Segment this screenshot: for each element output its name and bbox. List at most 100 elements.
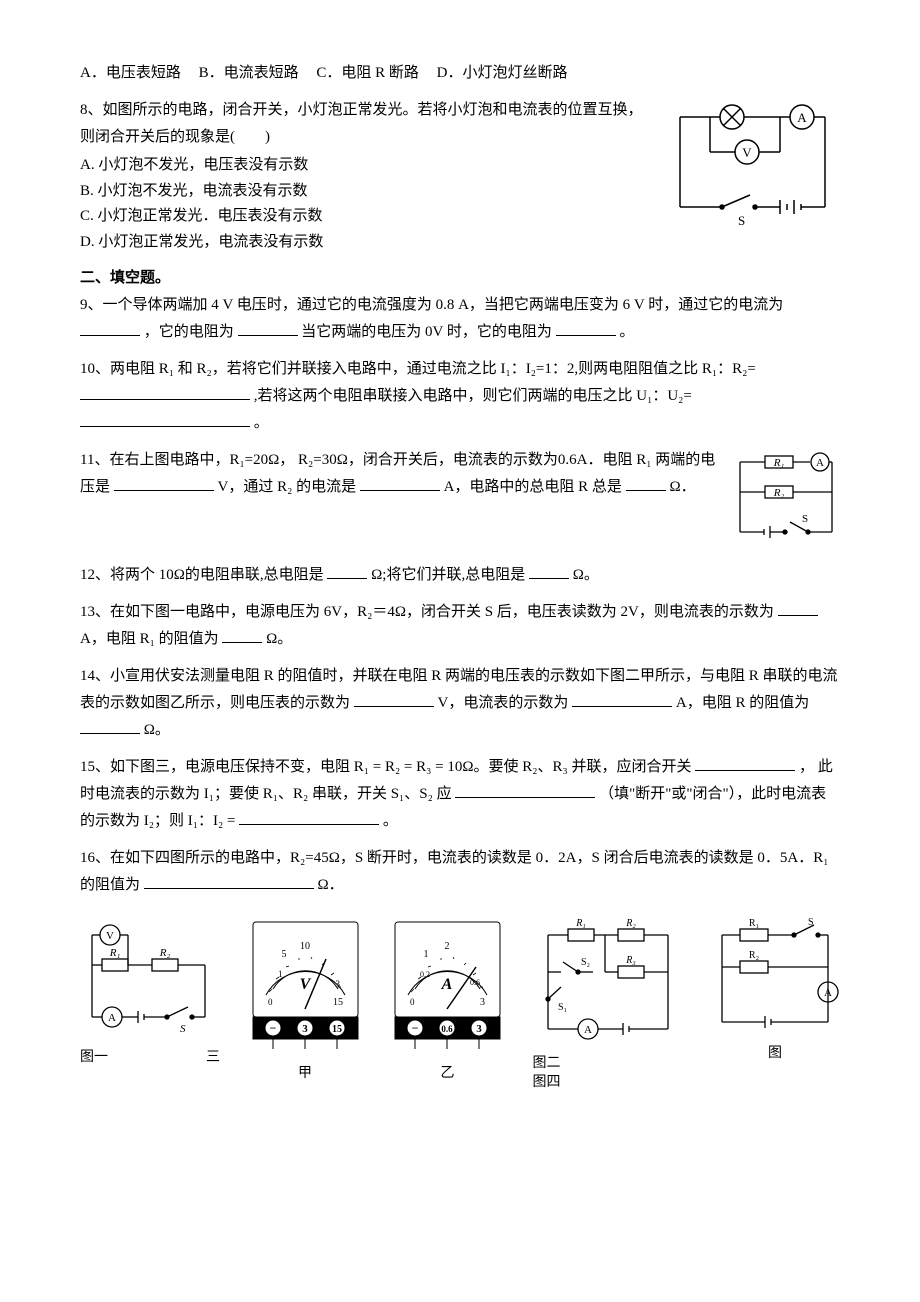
q9: 9、一个导体两端加 4 V 电压时，通过它的电流强度为 0.8 A，当把它两端电… [80,292,840,346]
q9-t2: 当它两端的电压为 0V 时，它的电阻为 [301,324,552,340]
q9-blank2[interactable] [238,320,298,336]
svg-text:0.6: 0.6 [441,1024,453,1034]
svg-text:S: S [802,513,808,525]
q8-circuit-diagram: A V S [660,97,840,237]
fig2-jia: 0 10 5 15 1 3 V − [248,917,363,1083]
q15-blank1[interactable] [695,755,795,771]
q9-t0: 9、一个导体两端加 4 V 电压时，通过它的电流强度为 0.8 A，当把它两端电… [80,297,783,313]
figures-row: V R₁ R₂ A [80,917,840,1093]
q16: 16、在如下四图所示的电路中，R₂=45Ω，S 断开时，电流表的读数是 0．2A… [80,845,840,899]
fig3-extra-label: 图四 [533,1075,561,1090]
svg-text:1: 1 [424,949,429,960]
q10-t1: ,若将这两个电阻串联接入电路中，则它们两端的电压之比 U₁：U₂= [254,388,692,404]
q13: 13、在如下图一电路中，电源电压为 6V，R₂＝4Ω，闭合开关 S 后，电压表读… [80,599,840,653]
q8-text: 8、如图所示的电路，闭合开关，小灯泡正常发光。若将小灯泡和电流表的位置互换，则闭… [80,97,650,255]
q13-t1: A，电阻 R₁ 的阻值为 [80,631,219,647]
q11-blank2[interactable] [360,475,440,491]
fig4-label: 图 [710,1044,840,1064]
q11-blank3[interactable] [626,475,666,491]
q14-blank3[interactable] [80,718,140,734]
svg-text:S₁: S₁ [558,1002,567,1013]
q14-blank1[interactable] [354,691,434,707]
q8-stem: 8、如图所示的电路，闭合开关，小灯泡正常发光。若将小灯泡和电流表的位置互换，则闭… [80,97,650,151]
q7-opt-d: D．小灯泡灯丝断路 [437,60,568,87]
q9-t3: 。 [619,324,634,340]
q14-t1: V，电流表的示数为 [438,695,569,711]
q10-t0: 10、两电阻 R₁ 和 R₂，若将它们并联接入电路中，通过电流之比 I₁：I₂=… [80,361,756,377]
svg-text:R₁: R₁ [575,918,586,929]
q11-circuit-diagram: R₁ A R₂ S [730,447,840,552]
q10-blank1[interactable] [80,384,250,400]
q16-blank1[interactable] [144,873,314,889]
svg-text:A: A [584,1024,592,1036]
svg-text:10: 10 [300,941,310,952]
svg-text:−: − [269,1021,276,1035]
svg-text:R₁: R₁ [749,918,759,929]
q10: 10、两电阻 R₁ 和 R₂，若将它们并联接入电路中，通过电流之比 I₁：I₂=… [80,356,840,437]
q13-t2: Ω。 [266,631,292,647]
q13-blank2[interactable] [222,627,262,643]
q15: 15、如下图三，电源电压保持不变，电阻 R₁ = R₂ = R₃ = 10Ω。要… [80,754,840,835]
q8-opt-d: D. 小灯泡正常发光，电流表没有示数 [80,230,650,256]
fig1-label-left: 图一 [80,1048,108,1068]
svg-text:S: S [738,213,745,227]
fig2-jia-label: 甲 [248,1064,363,1084]
q11: R₁ A R₂ S [80,447,840,552]
fig1: V R₁ R₂ A [80,917,220,1067]
q7-opt-b: B．电流表短路 [199,60,299,87]
q11-t3: Ω． [669,479,695,495]
q9-t1: ，它的电阻为 [144,324,234,340]
q12-t0: 12、将两个 10Ω的电阻串联,总电阻是 [80,567,324,583]
fig2-yi-label: 乙 [390,1064,505,1084]
q12-blank1[interactable] [327,563,367,579]
svg-text:0.2: 0.2 [420,970,430,979]
q15-blank3[interactable] [239,809,379,825]
q14-t3: Ω。 [144,722,170,738]
q9-blank1[interactable] [80,320,140,336]
q13-blank1[interactable] [778,600,818,616]
svg-text:0.6: 0.6 [470,978,480,987]
q11-t1: V，通过 R₂ 的电流是 [218,479,357,495]
q8-opt-b: B. 小灯泡不发光，电流表没有示数 [80,179,650,205]
svg-text:R₁: R₁ [773,457,785,469]
fig1-label-right: 三 [206,1048,220,1068]
q9-blank3[interactable] [556,320,616,336]
q15-t0: 15、如下图三，电源电压保持不变，电阻 R₁ = R₂ = R₃ = 10Ω。要… [80,759,691,775]
svg-text:0: 0 [268,997,273,1007]
svg-text:S: S [808,917,814,928]
svg-text:A: A [441,976,453,993]
svg-text:A: A [797,110,807,125]
q12-blank2[interactable] [529,563,569,579]
svg-text:V: V [299,976,311,993]
section2-title: 二、填空题。 [80,265,840,292]
q10-t2: 。 [254,415,269,431]
svg-text:R₃: R₃ [625,955,636,966]
fig2-yi: 0 2 1 3 0.2 0.6 A − 0.6 [390,917,505,1083]
q16-t1: Ω． [318,877,344,893]
svg-text:R₂: R₂ [625,918,636,929]
q11-t2: A，电路中的总电阻 R 总是 [444,479,622,495]
q8: 8、如图所示的电路，闭合开关，小灯泡正常发光。若将小灯泡和电流表的位置互换，则闭… [80,97,840,255]
q8-opt-a: A. 小灯泡不发光，电压表没有示数 [80,153,650,179]
q13-t0: 13、在如下图一电路中，电源电压为 6V，R₂＝4Ω，闭合开关 S 后，电压表读… [80,604,774,620]
svg-text:R₂: R₂ [159,947,171,959]
q14-t2: A，电阻 R 的阻值为 [676,695,809,711]
svg-text:S₂: S₂ [581,957,590,968]
q7-options: A．电压表短路 B．电流表短路 C．电阻 R 断路 D．小灯泡灯丝断路 [80,60,840,87]
svg-text:3: 3 [302,1023,308,1035]
q14: 14、小宣用伏安法测量电阻 R 的阻值时，并联在电阻 R 两端的电压表的示数如下… [80,663,840,744]
svg-text:R₂: R₂ [749,950,759,961]
svg-text:−: − [412,1021,419,1035]
q10-blank2[interactable] [80,411,250,427]
svg-text:3: 3 [476,1023,482,1035]
q12: 12、将两个 10Ω的电阻串联,总电阻是 Ω;将它们并联,总电阻是 Ω。 [80,562,840,589]
fig4: R₁ S R₂ A [710,917,840,1063]
svg-text:A: A [824,987,832,999]
q15-blank2[interactable] [455,782,595,798]
q8-opt-c: C. 小灯泡正常发光．电压表没有示数 [80,204,650,230]
q14-blank2[interactable] [572,691,672,707]
q7-opt-a: A．电压表短路 [80,60,181,87]
q11-blank1[interactable] [114,475,214,491]
svg-text:5: 5 [281,949,286,960]
fig3: R₁ R₂ S₂ R₃ S₁ [533,917,683,1093]
